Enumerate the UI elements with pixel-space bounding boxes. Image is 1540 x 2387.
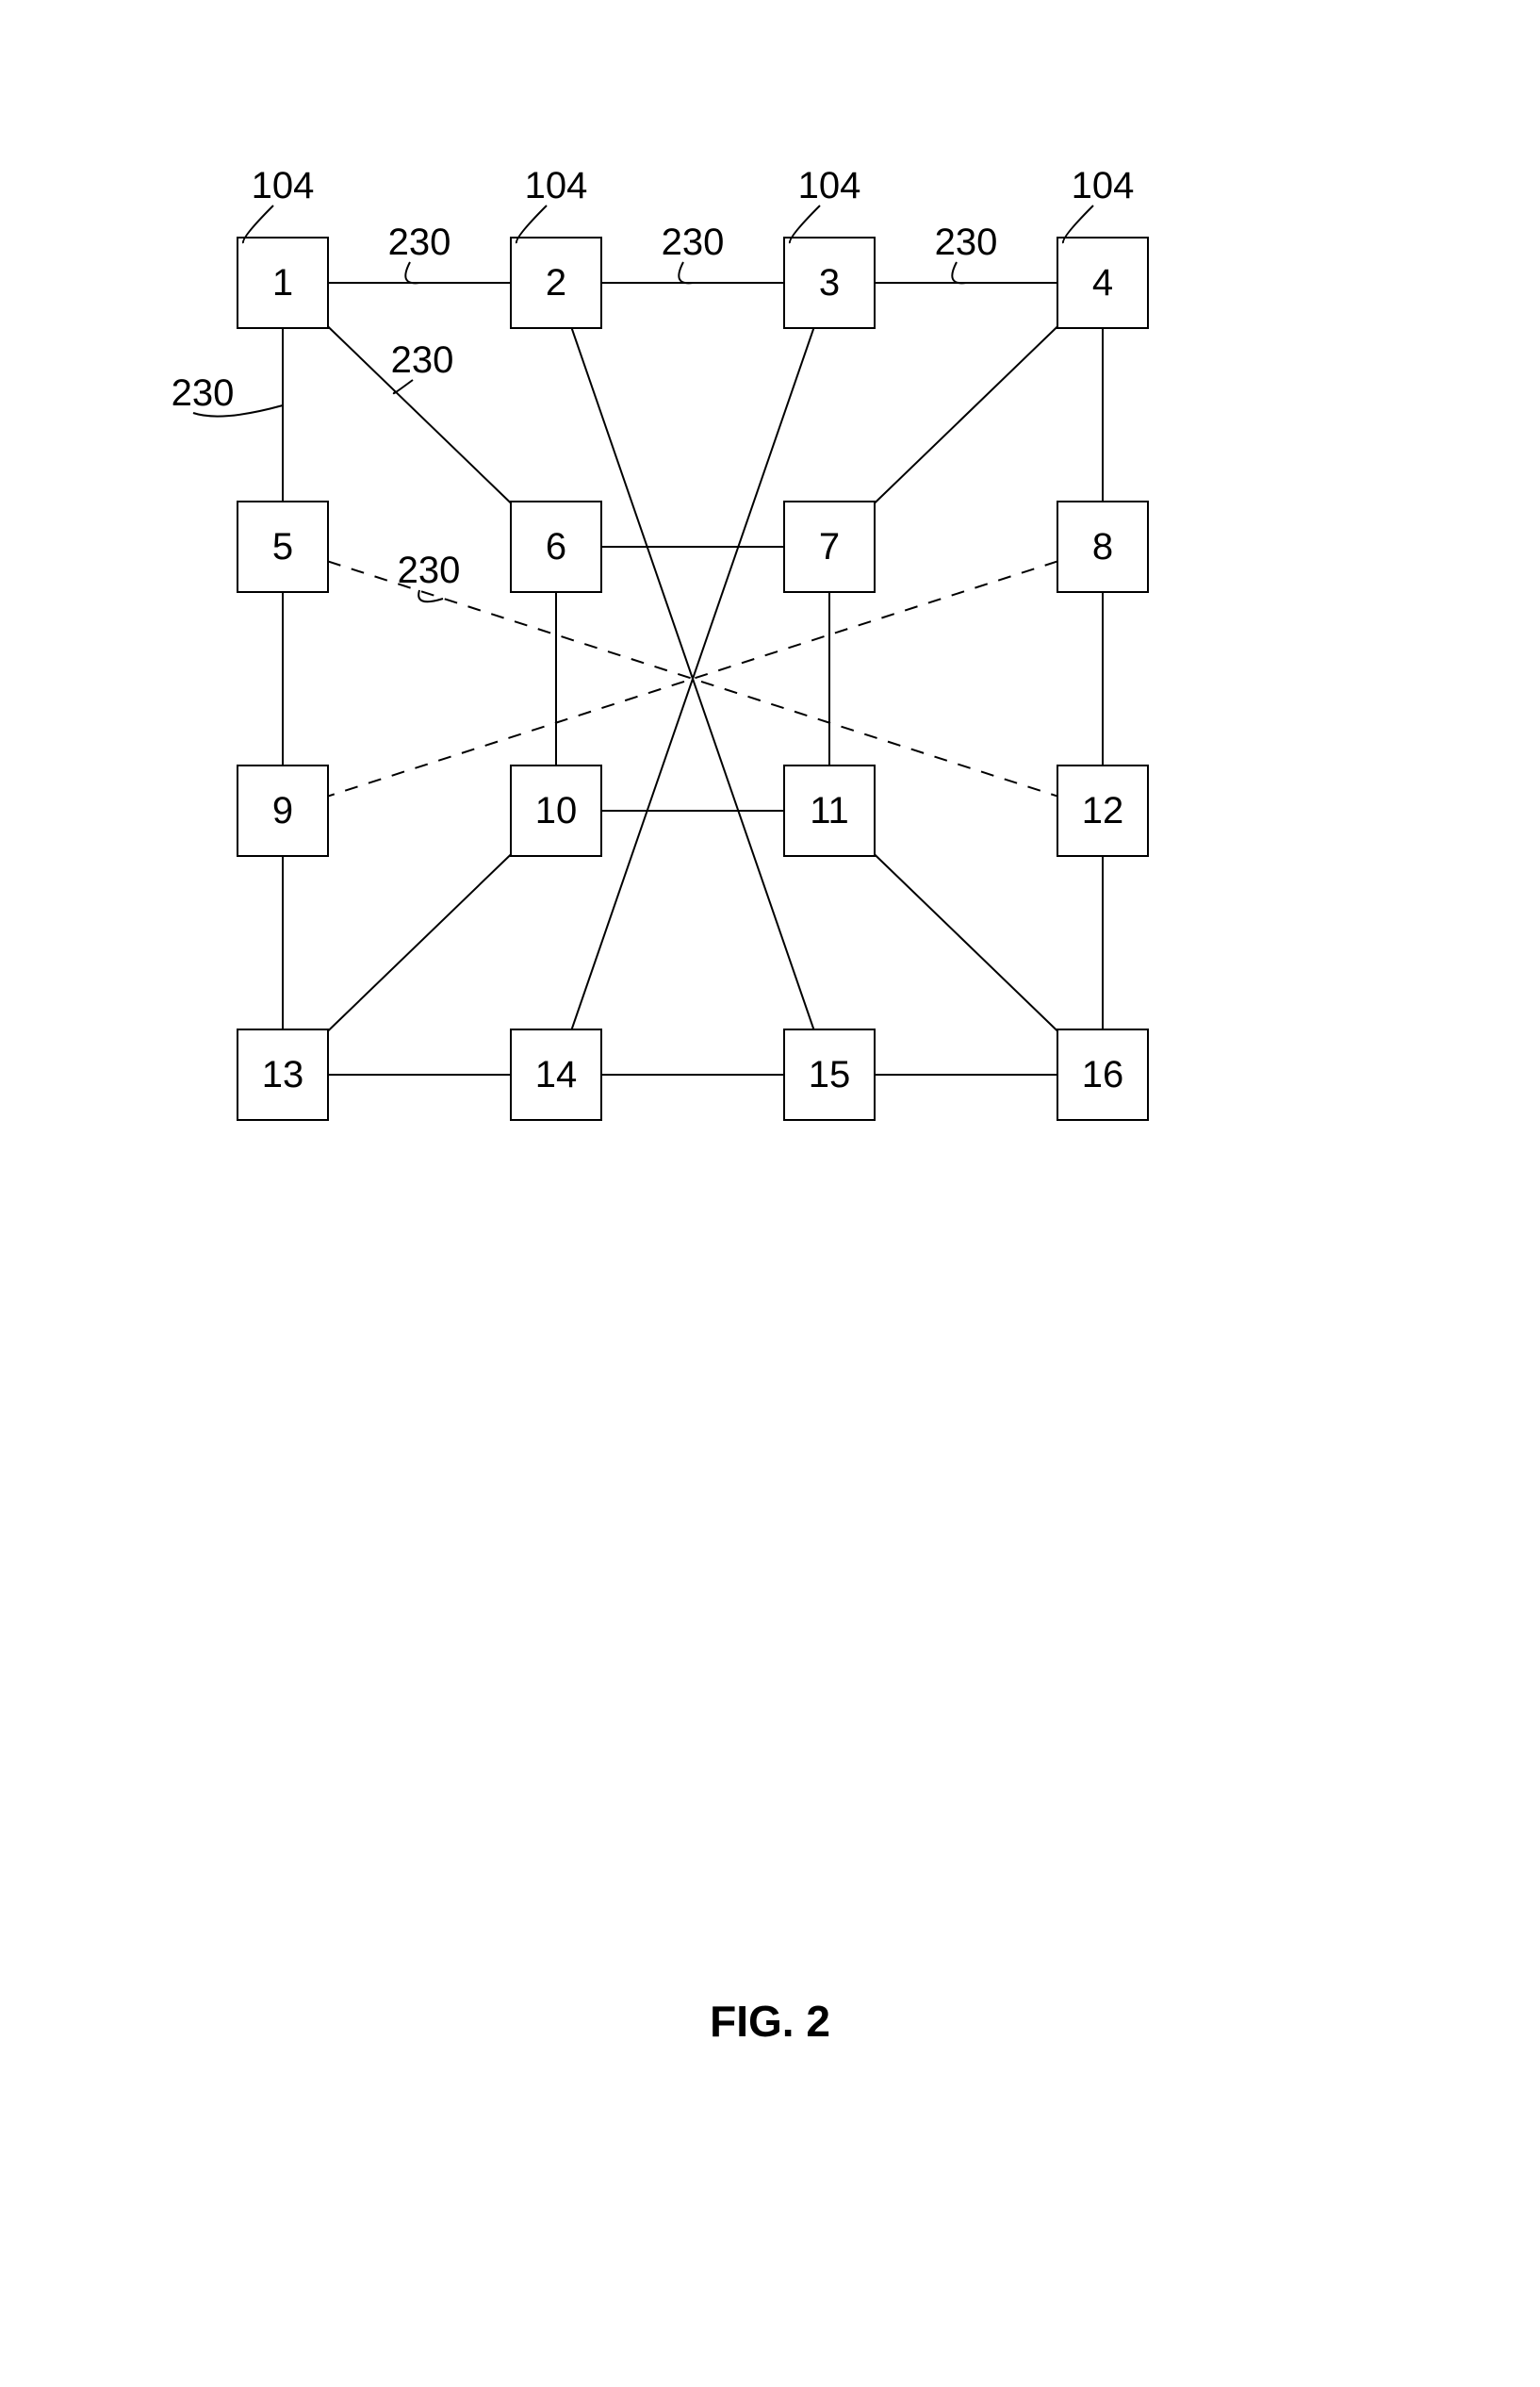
- edge-11-16: [875, 854, 1057, 1030]
- node-label-9: 9: [272, 790, 293, 831]
- node-label-15: 15: [809, 1054, 851, 1095]
- node-11: 11: [784, 765, 875, 856]
- node-4: 4: [1057, 238, 1148, 328]
- node-label-5: 5: [272, 526, 293, 568]
- node-label-11: 11: [810, 790, 849, 831]
- node-13: 13: [238, 1029, 328, 1120]
- node-8: 8: [1057, 502, 1148, 592]
- node-label-7: 7: [819, 526, 840, 568]
- node-6: 6: [511, 502, 601, 592]
- edge-10-13: [328, 854, 511, 1030]
- node-10: 10: [511, 765, 601, 856]
- node-7: 7: [784, 502, 875, 592]
- node-label-3: 3: [819, 262, 840, 304]
- node-label-4: 4: [1092, 262, 1113, 304]
- ref-label-0: 104: [252, 165, 315, 206]
- ref-leader-4: [405, 262, 419, 283]
- node-label-10: 10: [535, 790, 578, 831]
- ref-label-4: 230: [388, 222, 451, 263]
- ref-leader-5: [679, 262, 693, 283]
- ref-label-7: 230: [172, 372, 235, 414]
- ref-label-9: 230: [398, 550, 461, 591]
- node-label-6: 6: [546, 526, 566, 568]
- node-3: 3: [784, 238, 875, 328]
- ref-label-3: 104: [1072, 165, 1135, 206]
- figure-2-diagram: 1234567891011121314151610410410410423023…: [0, 0, 1540, 2387]
- edge-4-7: [875, 326, 1057, 502]
- node-label-12: 12: [1082, 790, 1124, 831]
- node-label-14: 14: [535, 1054, 578, 1095]
- edges-layer: [283, 283, 1103, 1075]
- node-label-1: 1: [272, 262, 293, 304]
- ref-label-1: 104: [525, 165, 588, 206]
- node-16: 16: [1057, 1029, 1148, 1120]
- ref-label-6: 230: [935, 222, 998, 263]
- node-label-16: 16: [1082, 1054, 1124, 1095]
- node-14: 14: [511, 1029, 601, 1120]
- ref-leader-6: [952, 262, 966, 283]
- node-1: 1: [238, 238, 328, 328]
- node-2: 2: [511, 238, 601, 328]
- ref-label-5: 230: [662, 222, 725, 263]
- node-15: 15: [784, 1029, 875, 1120]
- ref-leader-8: [394, 380, 413, 393]
- node-12: 12: [1057, 765, 1148, 856]
- ref-label-2: 104: [798, 165, 861, 206]
- node-label-13: 13: [262, 1054, 304, 1095]
- node-label-8: 8: [1092, 526, 1113, 568]
- node-5: 5: [238, 502, 328, 592]
- figure-caption: FIG. 2: [710, 1997, 830, 2046]
- node-9: 9: [238, 765, 328, 856]
- ref-label-8: 230: [391, 339, 454, 381]
- node-label-2: 2: [546, 262, 566, 304]
